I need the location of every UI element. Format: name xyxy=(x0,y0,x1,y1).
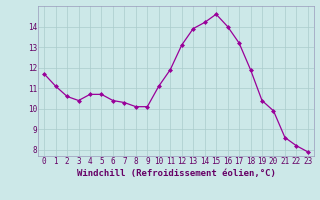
X-axis label: Windchill (Refroidissement éolien,°C): Windchill (Refroidissement éolien,°C) xyxy=(76,169,276,178)
